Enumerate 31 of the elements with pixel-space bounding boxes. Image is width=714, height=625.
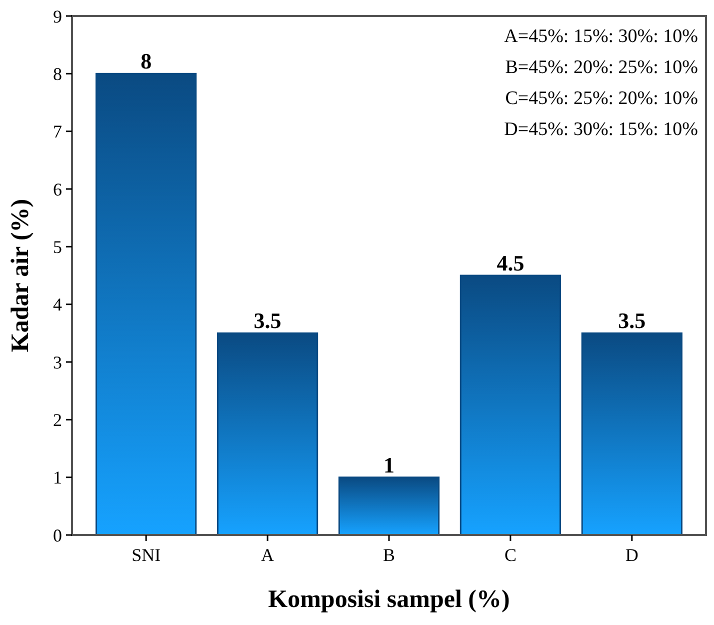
data-label: 3.5 — [254, 308, 282, 334]
x-axis-title: Komposisi sampel (%) — [268, 586, 510, 613]
bar — [460, 274, 562, 536]
annotation: A=45%: 15%: 30%: 10% — [504, 26, 698, 47]
bar — [216, 332, 318, 536]
y-tick-label: 1 — [53, 468, 62, 488]
y-tick-label: 8 — [53, 64, 62, 84]
y-tick-label: 6 — [53, 179, 62, 200]
bar — [338, 476, 440, 536]
x-tick-label: C — [504, 545, 516, 565]
x-tick-label: SNI — [132, 545, 161, 565]
y-axis-title: Kadar air (%) — [7, 198, 34, 352]
data-label: 3.5 — [618, 308, 646, 334]
annotation: C=45%: 25%: 20%: 10% — [505, 88, 698, 109]
x-tick-label: B — [382, 545, 396, 565]
y-tick-label: 4 — [53, 294, 62, 315]
data-label: 4.5 — [496, 250, 524, 276]
y-tick-label: 3 — [53, 352, 62, 372]
annotation: D=45%: 30%: 15%: 10% — [504, 119, 698, 140]
annotation: B=45%: 20%: 25%: 10% — [505, 57, 698, 78]
x-tick-label: D — [625, 545, 638, 565]
bar — [96, 72, 197, 536]
y-tick-label: 2 — [53, 410, 62, 430]
x-tick-label: A — [261, 545, 274, 565]
bar — [581, 332, 682, 536]
data-label: 8 — [140, 48, 152, 74]
y-tick-label: 7 — [53, 122, 62, 142]
y-tick-label: 5 — [53, 236, 62, 257]
data-label: 1 — [384, 452, 394, 478]
y-tick-label: 9 — [53, 6, 62, 26]
y-tick-label: 0 — [53, 525, 62, 546]
